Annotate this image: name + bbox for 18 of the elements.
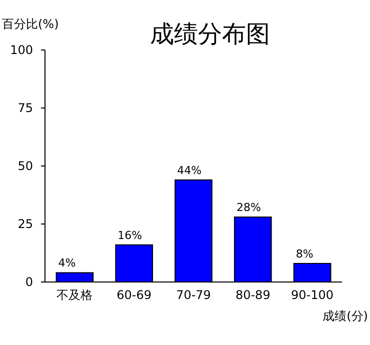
data-label: 28%: [236, 201, 261, 214]
data-label: 8%: [296, 247, 314, 260]
x-axis-title: 成绩(分): [322, 309, 368, 323]
x-tick-label: 60-69: [116, 288, 152, 302]
y-tick-label: 75: [18, 101, 33, 115]
data-label: 44%: [177, 164, 202, 177]
x-tick-label: 90-100: [291, 288, 334, 302]
y-tick-label: 100: [10, 43, 33, 57]
data-label: 16%: [118, 228, 142, 242]
data-label: 4%: [58, 256, 76, 270]
y-tick-label: 50: [18, 159, 33, 173]
y-axis-title: 百分比(%): [2, 17, 59, 31]
x-tick-label: 不及格: [56, 288, 93, 302]
y-tick-label: 0: [25, 275, 33, 289]
x-tick-label: 70-79: [176, 288, 211, 302]
chart-title: 成绩分布图: [150, 20, 270, 48]
x-tick-label: 80-89: [235, 288, 270, 302]
y-tick-label: 25: [18, 217, 33, 231]
